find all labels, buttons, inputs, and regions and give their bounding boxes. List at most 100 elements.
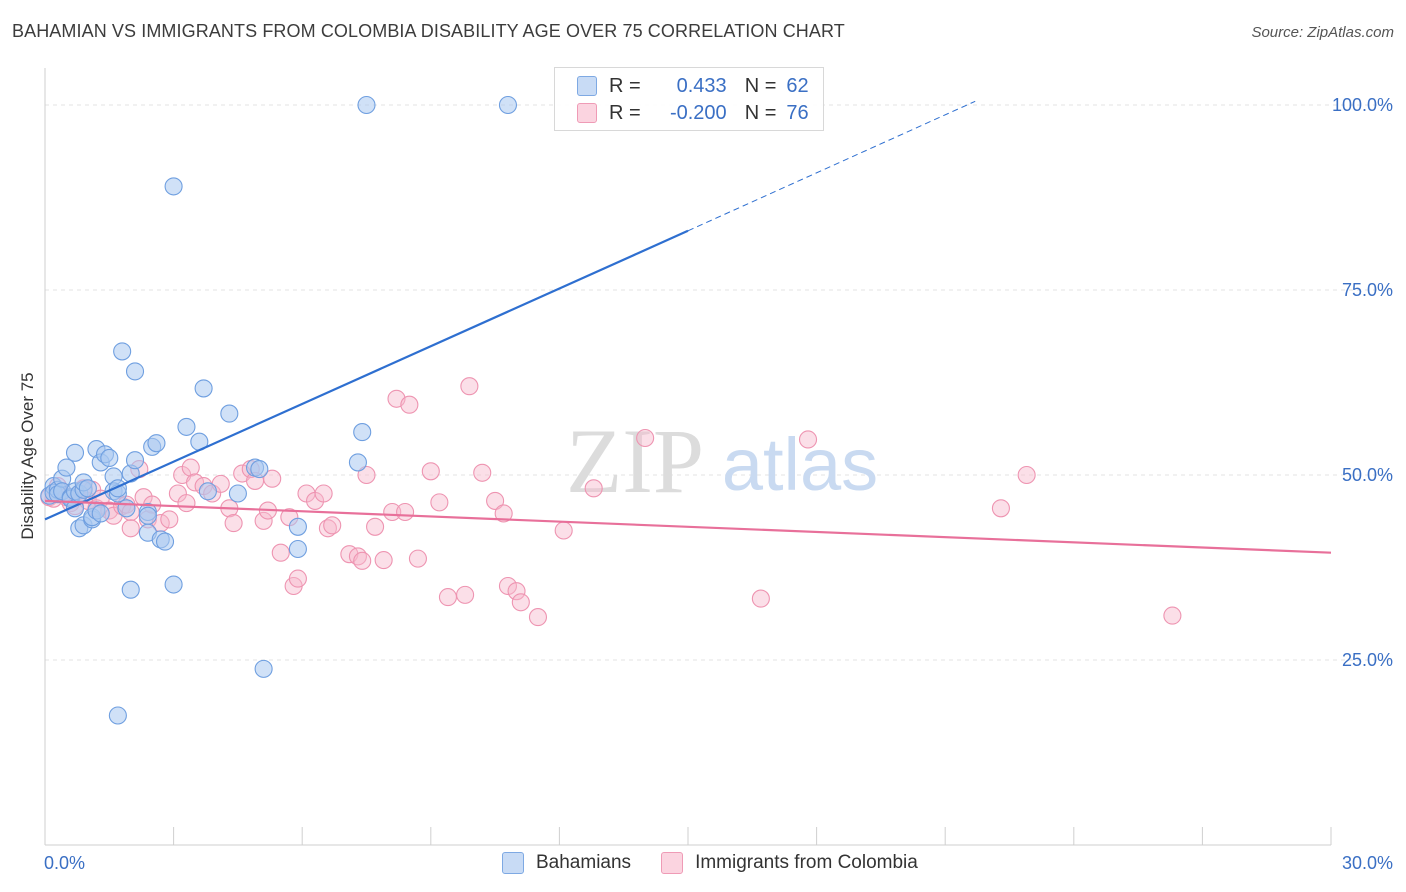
legend-row-colombia: R = -0.200 N = 76 <box>577 100 809 126</box>
bahamians-point <box>125 362 145 381</box>
legend-row-bahamians: R = 0.433 N = 62 <box>577 73 809 99</box>
colombia-point <box>288 569 307 588</box>
legend-n-label: N = <box>744 101 777 124</box>
colombia-point <box>263 469 282 488</box>
colombia-point <box>438 588 457 607</box>
colombia-point <box>314 484 333 503</box>
colombia-point <box>177 494 196 513</box>
legend-n-label: N = <box>744 74 777 97</box>
colombia-point <box>421 462 440 481</box>
colombia-point <box>494 504 513 523</box>
grid <box>45 104 1392 661</box>
colombia-trendline <box>44 499 1332 554</box>
colombia-point <box>528 608 548 627</box>
colombia-point <box>798 430 818 449</box>
series-bahamians <box>40 95 518 725</box>
legend-swatch-pink <box>577 103 597 123</box>
colombia-point <box>400 395 419 414</box>
colombia-point <box>408 549 427 568</box>
watermark: ZIP atlas <box>566 410 878 512</box>
bahamians-point <box>65 443 85 462</box>
bahamians-point <box>288 517 307 536</box>
bahamians-point <box>113 342 132 361</box>
legend-n-value: 62 <box>786 74 809 97</box>
colombia-point <box>991 499 1010 518</box>
colombia-point <box>271 543 290 562</box>
stats-legend: R = 0.433 N = 62 R = -0.200 N = 76 <box>554 67 824 131</box>
bahamians-point <box>198 482 217 501</box>
legend-label-colombia: Immigrants from Colombia <box>695 852 918 873</box>
legend-item-bahamians[interactable]: Bahamians <box>502 852 631 874</box>
colombia-point <box>374 551 393 570</box>
legend-swatch-blue <box>577 76 597 96</box>
colombia-point <box>353 551 372 570</box>
bahamians-point <box>220 404 239 423</box>
colombia-point <box>554 521 573 540</box>
colombia-point <box>486 491 505 510</box>
colombia-point <box>430 493 449 512</box>
colombia-point <box>511 593 530 612</box>
bahamians-trendline-extension <box>687 100 976 232</box>
legend-label-bahamians: Bahamians <box>536 852 632 873</box>
legend-swatch-bahamians <box>502 852 524 874</box>
bahamians-point <box>57 458 76 477</box>
legend-swatch-colombia <box>661 852 684 874</box>
watermark-zip: ZIP <box>566 410 704 512</box>
bahamians-point <box>250 460 269 479</box>
colombia-point <box>456 585 475 604</box>
x-tick-label: 0.0% <box>44 853 85 873</box>
bahamians-trendline <box>44 229 689 521</box>
y-axis-label: Disability Age Over 75 <box>18 372 37 540</box>
bahamians-point <box>498 95 518 115</box>
colombia-point <box>383 502 402 522</box>
bahamians-point <box>288 539 307 559</box>
colombia-point <box>498 576 518 596</box>
bahamians-point <box>108 706 127 725</box>
bahamians-point <box>155 532 175 551</box>
series-legend: Bahamians Immigrants from Colombia <box>502 852 948 874</box>
chart-title: BAHAMIAN VS IMMIGRANTS FROM COLOMBIA DIS… <box>12 21 845 41</box>
legend-r-value: -0.200 <box>669 101 727 124</box>
y-tick-label: 25.0% <box>1342 650 1393 670</box>
colombia-point <box>224 514 243 533</box>
legend-r-value: 0.433 <box>676 74 727 97</box>
colombia-point <box>254 511 273 530</box>
colombia-point <box>1017 465 1036 485</box>
legend-r-label: R = <box>609 74 641 97</box>
y-tick-labels: 25.0% 50.0% 75.0% 100.0% <box>1332 95 1393 670</box>
bahamians-point <box>194 379 213 398</box>
bahamians-point <box>138 506 157 525</box>
legend-item-colombia[interactable]: Immigrants from Colombia <box>661 852 918 874</box>
bahamians-point <box>147 434 166 453</box>
bahamians-point <box>78 479 97 498</box>
colombia-point <box>357 465 376 485</box>
y-tick-label: 75.0% <box>1342 280 1393 300</box>
colombia-point <box>121 519 140 538</box>
legend-r-label: R = <box>609 101 641 124</box>
colombia-point <box>181 458 200 477</box>
bahamians-point <box>353 423 372 442</box>
bahamians-point <box>100 448 119 468</box>
colombia-point <box>473 463 492 482</box>
trendlines <box>44 100 1332 554</box>
colombia-point <box>160 510 179 529</box>
bahamians-point <box>125 451 145 470</box>
x-ticks <box>173 827 1332 845</box>
bahamians-point <box>91 504 110 523</box>
bahamians-point <box>348 453 367 472</box>
bahamians-point <box>177 417 196 436</box>
bahamians-point <box>117 499 136 518</box>
colombia-point <box>323 516 342 535</box>
y-tick-label: 100.0% <box>1332 95 1393 115</box>
colombia-point <box>507 582 526 601</box>
legend-n-value: 76 <box>786 101 809 124</box>
x-tick-label: 30.0% <box>1342 853 1393 873</box>
chart-source: Source: ZipAtlas.com <box>1251 24 1394 41</box>
y-tick-label: 50.0% <box>1342 465 1393 485</box>
colombia-point <box>460 377 479 396</box>
bahamians-point <box>228 484 247 503</box>
colombia-point <box>751 589 770 608</box>
bahamians-point <box>164 177 183 196</box>
bahamians-point <box>357 95 376 115</box>
